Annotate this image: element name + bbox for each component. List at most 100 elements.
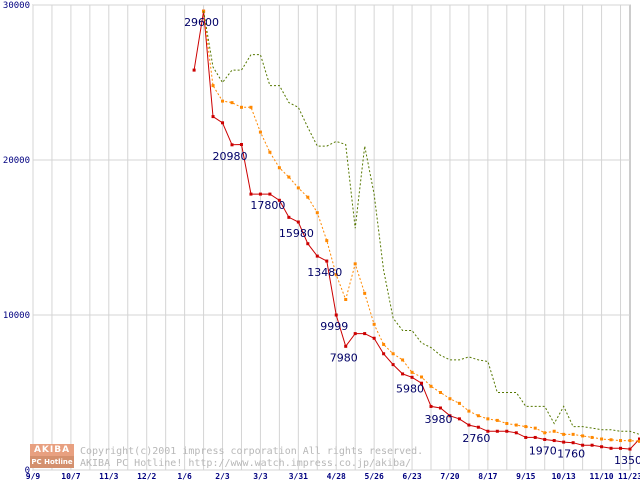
series-point-average [505, 422, 509, 425]
series-point-min [486, 429, 490, 433]
series-point-average [438, 391, 442, 394]
series-point-average [637, 439, 640, 443]
series-point-min [590, 443, 594, 447]
data-label: 2760 [462, 432, 490, 445]
plot-area [32, 4, 631, 471]
x-tick-label: 7/20 [440, 472, 459, 480]
series-point-average [486, 417, 490, 421]
series-point-average [476, 414, 480, 418]
series-point-average [429, 384, 433, 388]
data-label: 29600 [184, 16, 219, 29]
data-label: 7980 [330, 351, 358, 364]
series-point-average [239, 105, 243, 109]
x-axis-ticks: 9/9 10/7 11/3 12/2 1/6 2/3 3/3 3/31 4/28 5/26 6/23… [26, 472, 640, 480]
series-point-average [590, 435, 594, 439]
series-point-min [628, 447, 632, 451]
x-tick-label: 9/15 [516, 472, 535, 480]
series-point-average [401, 358, 405, 362]
copyright-text: Copyright(c)2001 impress corporation All… [80, 446, 423, 457]
data-label: 13480 [307, 266, 342, 279]
data-label: 1970 [529, 444, 557, 457]
hotline-text: AKIBA PC Hotline! http://www.watch.impre… [80, 458, 411, 469]
x-tick-label: 8/17 [478, 472, 497, 480]
series-point-min [296, 220, 300, 224]
series-point-min [325, 259, 329, 263]
series-point-min [438, 406, 442, 410]
series-point-min [609, 446, 613, 450]
data-label: 17800 [250, 199, 285, 212]
x-tick-label: 5/26 [365, 472, 384, 480]
data-label: 1350 [614, 454, 640, 467]
series-point-average [363, 291, 367, 295]
series-point-min [543, 437, 547, 441]
series-point-average [268, 150, 272, 154]
series-point-average [600, 437, 604, 441]
series-point-average [296, 186, 300, 190]
series-point-min [277, 198, 281, 202]
series-point-min [401, 372, 405, 376]
series-point-average [410, 370, 414, 374]
y-tick-label: 30000 [3, 1, 30, 11]
x-tick-label: 6/23 [402, 472, 421, 480]
series-point-min [514, 431, 518, 435]
series-point-min [581, 443, 585, 447]
series-point-min [192, 68, 196, 72]
series-point-min [429, 404, 433, 408]
series-point-min [306, 242, 310, 246]
series-point-average [211, 84, 215, 88]
y-tick-label: 0 [25, 466, 30, 476]
series-point-min [268, 192, 272, 196]
series-point-average [543, 431, 547, 435]
x-tick-label: 10/13 [552, 472, 576, 480]
series-point-average [514, 423, 518, 427]
series-point-average [562, 432, 566, 436]
x-tick-label: 11/10 [590, 472, 614, 480]
x-tick-label: 2/3 [215, 472, 230, 480]
x-tick-label: 4/28 [327, 472, 346, 480]
series-point-min [363, 332, 367, 336]
akiba-logo: AKIBA PC Hotline [30, 444, 74, 468]
data-label: 3980 [424, 413, 452, 426]
y-axis-ticks: 0 10000 20000 30000 [3, 1, 30, 476]
x-tick-label: 9/9 [26, 472, 41, 480]
series-point-average [249, 105, 253, 109]
series-point-average [344, 298, 348, 301]
series-point-average [277, 166, 281, 170]
series-point-min [344, 344, 348, 348]
series-point-min [420, 381, 424, 385]
series-point-average [287, 175, 291, 179]
series-point-average [495, 418, 499, 422]
series-point-min [505, 429, 509, 433]
series-point-average [571, 432, 575, 436]
series-point-average [448, 397, 452, 401]
x-tick-label: 12/2 [137, 472, 156, 480]
series-point-min [315, 254, 319, 258]
series-point-min [239, 143, 243, 146]
series-point-average [258, 130, 262, 134]
data-label: 20980 [213, 150, 248, 163]
series-point-min [410, 375, 414, 379]
series-point-average [382, 342, 386, 346]
series-point-average [325, 239, 329, 243]
data-label: 15980 [279, 227, 314, 240]
data-label: 5980 [396, 382, 424, 395]
logo-top-text: AKIBA [30, 444, 74, 456]
series-point-average [524, 425, 528, 429]
data-label: 9999 [320, 320, 348, 333]
grid [32, 4, 631, 471]
series-point-min [249, 192, 253, 196]
series-point-min [353, 332, 357, 336]
series-point-min [467, 423, 471, 427]
series-point-min [334, 313, 338, 317]
x-tick-label: 10/7 [61, 472, 80, 480]
logo-bottom-text: PC Hotline [30, 456, 74, 468]
x-tick-label: 3/3 [253, 472, 268, 480]
series-point-min [211, 115, 215, 119]
series-point-min [571, 441, 575, 445]
series-point-average [533, 426, 537, 430]
series-point-average [306, 195, 310, 199]
x-tick-label: 1/6 [177, 472, 192, 480]
x-tick-label: 3/31 [289, 472, 308, 480]
series-point-min [637, 437, 640, 441]
series-point-average [609, 438, 613, 442]
